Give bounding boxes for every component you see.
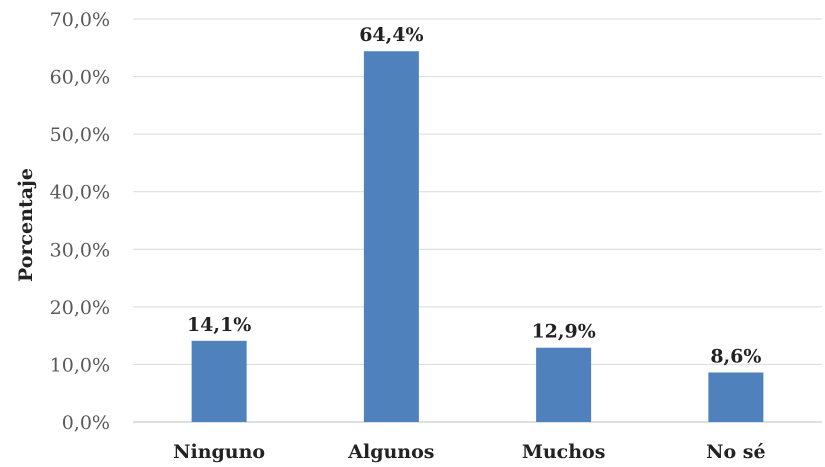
category-label: Muchos	[522, 441, 606, 463]
bars	[191, 51, 764, 423]
y-axis-title: Porcentaje	[15, 168, 37, 282]
y-tick-label: 70,0%	[50, 9, 110, 31]
data-label: 12,9%	[531, 321, 595, 343]
category-label: Ninguno	[173, 441, 265, 463]
bar	[191, 340, 247, 422]
data-labels: 14,1% 64,4% 12,9% 8,6%	[187, 24, 761, 367]
gridlines	[133, 18, 822, 423]
y-tick-label: 50,0%	[50, 124, 110, 146]
y-tick-label: 0,0%	[62, 412, 110, 434]
y-tick-label: 30,0%	[50, 239, 110, 261]
data-label: 14,1%	[187, 314, 251, 336]
bar	[536, 347, 592, 422]
bar	[708, 372, 764, 422]
data-label: 64,4%	[359, 24, 423, 46]
category-label: No sé	[706, 441, 765, 463]
y-tick-label: 10,0%	[50, 354, 110, 376]
bar	[363, 51, 419, 423]
y-tick-label: 40,0%	[50, 182, 110, 204]
y-tick-label: 60,0%	[50, 67, 110, 89]
category-label: Algunos	[347, 441, 434, 463]
y-tick-label: 20,0%	[50, 297, 110, 319]
data-label: 8,6%	[710, 345, 761, 367]
x-axis-categories: Ninguno Algunos Muchos No sé	[173, 441, 765, 463]
y-axis-ticks: 0,0% 10,0% 20,0% 30,0% 40,0% 50,0% 60,0% 70,0%	[50, 9, 110, 434]
